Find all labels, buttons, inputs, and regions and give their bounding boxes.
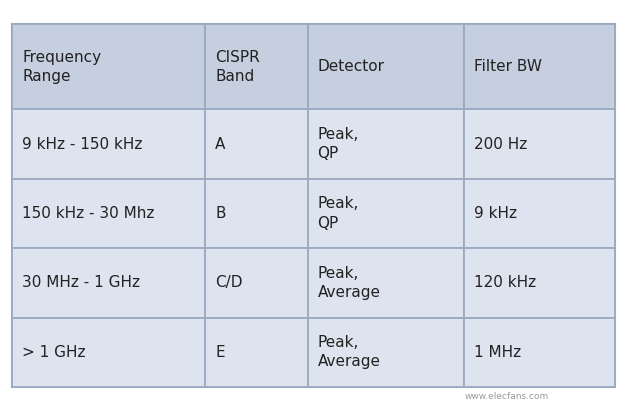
Bar xyxy=(205,24,308,110)
Text: 9 kHz - 150 kHz: 9 kHz - 150 kHz xyxy=(22,137,143,152)
Bar xyxy=(308,248,464,318)
Bar xyxy=(12,24,615,387)
Text: 1 MHz: 1 MHz xyxy=(474,345,521,360)
Bar xyxy=(308,110,464,179)
Bar xyxy=(308,24,464,110)
Text: www.elecfans.com: www.elecfans.com xyxy=(465,392,549,401)
Bar xyxy=(12,24,205,110)
Text: 150 kHz - 30 Mhz: 150 kHz - 30 Mhz xyxy=(22,206,155,221)
Text: Peak,
Average: Peak, Average xyxy=(318,335,381,369)
Text: 120 kHz: 120 kHz xyxy=(474,275,536,290)
Bar xyxy=(464,24,615,110)
Bar xyxy=(464,179,615,248)
Bar xyxy=(308,318,464,387)
Bar xyxy=(205,110,308,179)
Text: Peak,
Average: Peak, Average xyxy=(318,266,381,300)
Text: Peak,
QP: Peak, QP xyxy=(318,196,359,231)
Bar xyxy=(12,248,205,318)
Bar xyxy=(205,318,308,387)
Text: A: A xyxy=(215,137,225,152)
Text: 200 Hz: 200 Hz xyxy=(474,137,527,152)
Text: Detector: Detector xyxy=(318,59,384,74)
Bar xyxy=(12,318,205,387)
Text: Peak,
QP: Peak, QP xyxy=(318,127,359,161)
Text: 30 MHz - 1 GHz: 30 MHz - 1 GHz xyxy=(22,275,140,290)
Text: B: B xyxy=(215,206,226,221)
Text: Filter BW: Filter BW xyxy=(474,59,542,74)
Bar xyxy=(12,179,205,248)
Bar xyxy=(464,248,615,318)
Bar xyxy=(12,110,205,179)
Text: CISPR
Band: CISPR Band xyxy=(215,50,260,84)
Bar xyxy=(205,179,308,248)
Text: E: E xyxy=(215,345,225,360)
Bar xyxy=(464,110,615,179)
Bar xyxy=(464,318,615,387)
Text: > 1 GHz: > 1 GHz xyxy=(22,345,86,360)
Text: Frequency
Range: Frequency Range xyxy=(22,50,102,84)
Text: C/D: C/D xyxy=(215,275,243,290)
Bar xyxy=(205,248,308,318)
Bar xyxy=(308,179,464,248)
Text: 9 kHz: 9 kHz xyxy=(474,206,517,221)
